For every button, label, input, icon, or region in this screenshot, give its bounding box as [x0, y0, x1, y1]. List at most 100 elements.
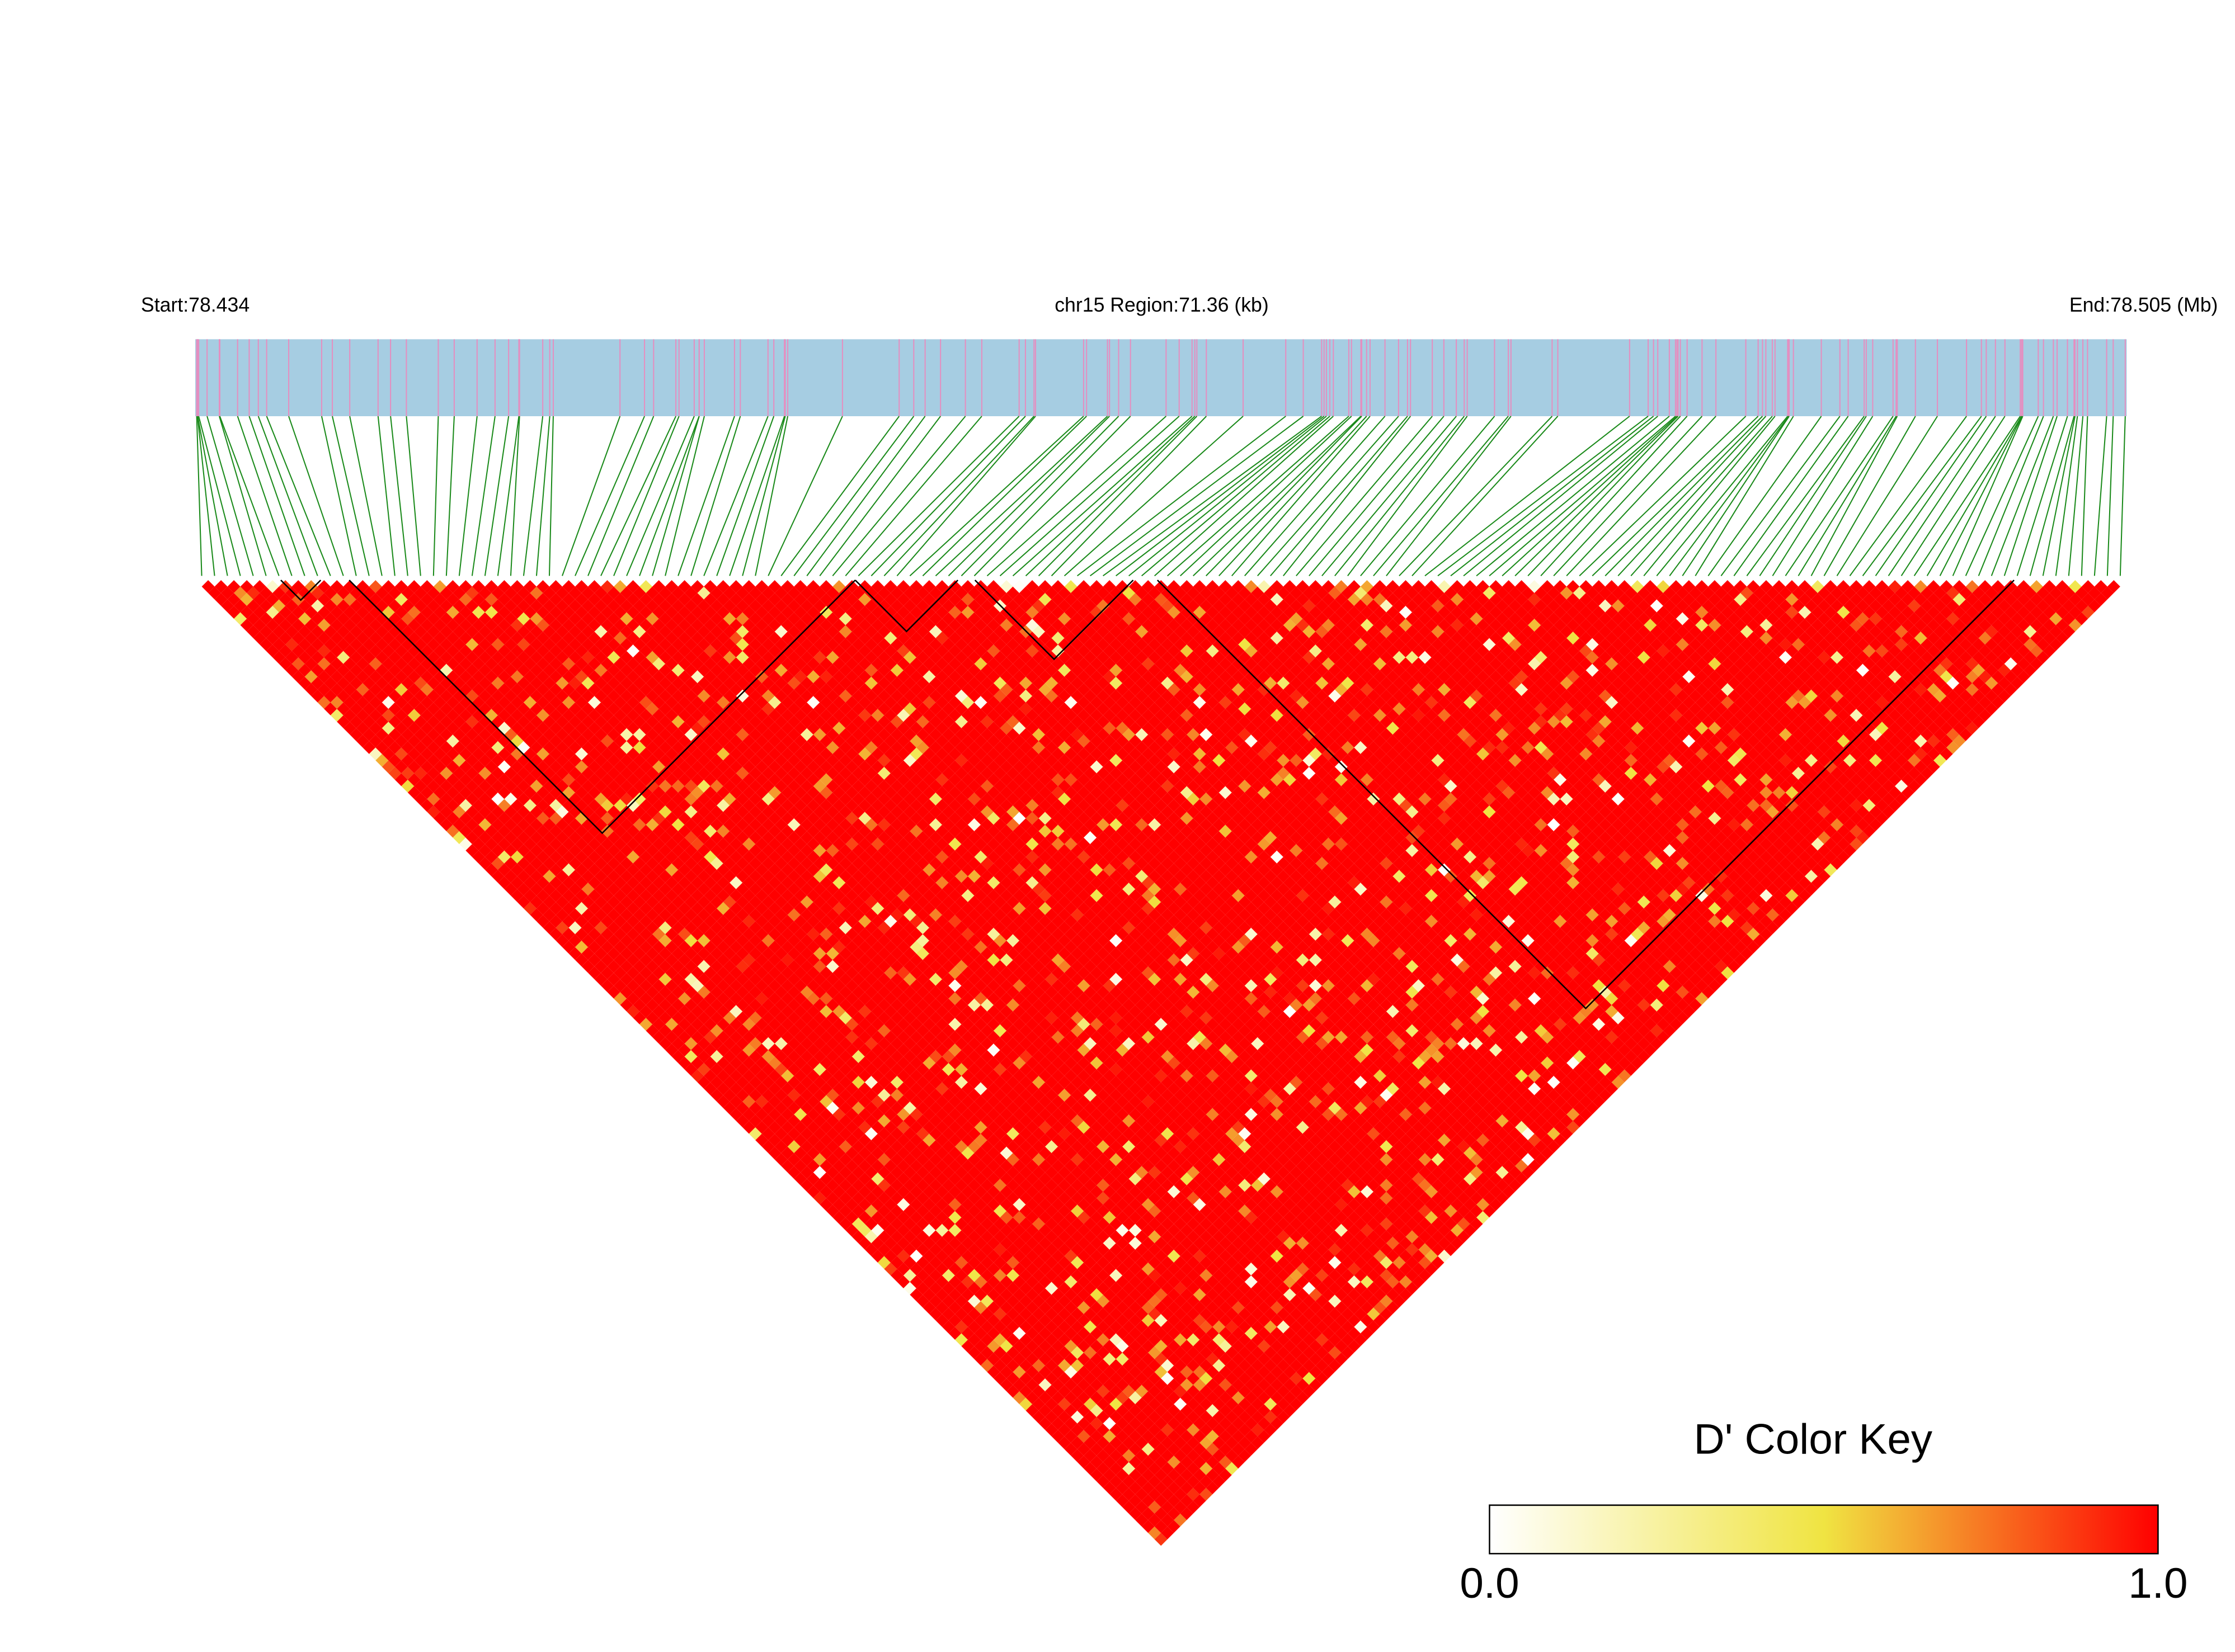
snp-connector — [1012, 416, 1193, 577]
snp-connector — [1514, 416, 1679, 577]
snp-connector — [1437, 416, 1649, 577]
ld-cell — [279, 580, 292, 594]
ld-cell — [414, 715, 427, 728]
ld-cell — [317, 696, 331, 709]
ld-cell — [1077, 1430, 1090, 1443]
ld-cell — [523, 825, 537, 838]
ld-cell — [704, 1069, 717, 1082]
ld-cell — [691, 1069, 704, 1082]
ld-cell — [935, 1262, 949, 1276]
ld-cell — [717, 1043, 730, 1057]
ld-cell — [1025, 1391, 1039, 1404]
ld-cell — [794, 1146, 807, 1160]
ld-cell — [388, 728, 402, 741]
snp-connector — [2093, 416, 2107, 576]
ld-cell — [935, 1288, 949, 1301]
snp-connector — [1167, 416, 1349, 577]
ld-cell — [755, 1056, 769, 1070]
ld-cell — [1116, 1443, 1129, 1456]
ld-cell — [388, 715, 402, 728]
ld-cell — [871, 1185, 884, 1198]
snp-connector — [196, 416, 203, 576]
ld-cell — [627, 940, 640, 954]
ld-cell — [1103, 1417, 1116, 1430]
ld-cell — [497, 812, 511, 825]
ld-cell — [291, 593, 305, 606]
snp-connector — [1399, 416, 1553, 577]
ld-cell — [369, 735, 382, 748]
snp-connector — [1334, 416, 1465, 576]
snp-connector — [961, 416, 1119, 577]
ld-cell — [832, 1159, 846, 1173]
snp-connector — [2106, 416, 2114, 576]
ld-cell — [781, 1146, 794, 1160]
ld-cell — [420, 760, 434, 774]
ld-cell — [1174, 1513, 1187, 1527]
snp-connector — [1051, 416, 1207, 577]
ld-cell — [884, 1185, 897, 1198]
ld-cell — [1128, 1481, 1142, 1495]
ld-cell — [807, 1185, 820, 1198]
ld-cell — [575, 889, 589, 902]
ld-cell — [1122, 1462, 1136, 1475]
snp-connector — [1926, 416, 2022, 576]
ld-cell — [601, 953, 614, 967]
ld-cell — [923, 1223, 936, 1237]
ld-cell — [839, 1204, 852, 1218]
ld-cell — [1161, 1488, 1174, 1501]
ld-cell — [484, 786, 498, 799]
ld-cell — [987, 1352, 1000, 1366]
ld-cell — [446, 786, 459, 799]
snp-connector — [1939, 416, 2023, 576]
ld-cell — [459, 786, 472, 799]
ld-cell — [1141, 1507, 1155, 1521]
ld-cell — [948, 1326, 962, 1340]
ld-cell — [536, 837, 549, 851]
snp-connector — [1527, 416, 1681, 577]
ld-cell — [1174, 1475, 1187, 1488]
ld-cell — [394, 747, 408, 761]
snp-connector — [1785, 416, 1894, 576]
snp-connector — [288, 416, 344, 576]
snp-connector — [1630, 416, 1773, 577]
ld-cell — [1038, 1365, 1052, 1378]
ld-cell — [497, 876, 511, 889]
ld-cell — [350, 715, 363, 728]
ld-cell — [285, 612, 299, 625]
ld-cell — [298, 612, 312, 625]
ld-cell — [704, 1082, 717, 1095]
snp-connector — [1090, 416, 1304, 577]
snp-connector — [1360, 416, 1495, 577]
ld-cell — [317, 670, 331, 684]
snp-connector — [1900, 416, 2006, 576]
ld-cell — [227, 580, 241, 594]
snp-connector — [1592, 416, 1759, 577]
ld-cell — [337, 715, 350, 728]
ld-cell — [717, 1069, 730, 1082]
ld-cell — [935, 1275, 949, 1288]
ld-cell — [1103, 1430, 1116, 1443]
ld-cell — [1097, 1462, 1110, 1475]
ld-cell — [453, 818, 466, 831]
snp-connector — [219, 416, 267, 576]
ld-cell — [523, 902, 537, 915]
ld-cell — [800, 1166, 813, 1179]
ld-cell — [446, 760, 459, 774]
snp-connector — [2029, 416, 2075, 576]
ld-cell — [575, 928, 589, 941]
ld-cell — [1103, 1404, 1116, 1418]
ld-cell — [510, 825, 524, 838]
ld-cell — [433, 799, 446, 812]
ld-cell — [588, 940, 601, 954]
ld-cell — [324, 651, 337, 664]
ld-cell — [903, 1282, 916, 1295]
ld-cell — [433, 747, 446, 761]
snp-connector — [1862, 416, 1982, 576]
ld-cell — [807, 1121, 820, 1134]
snp-connector — [806, 416, 926, 576]
ld-cell — [665, 1005, 679, 1018]
ld-cell — [832, 1185, 846, 1198]
ld-cell — [845, 1198, 859, 1211]
ld-cell — [910, 1275, 923, 1288]
ld-cell — [1148, 1500, 1161, 1514]
